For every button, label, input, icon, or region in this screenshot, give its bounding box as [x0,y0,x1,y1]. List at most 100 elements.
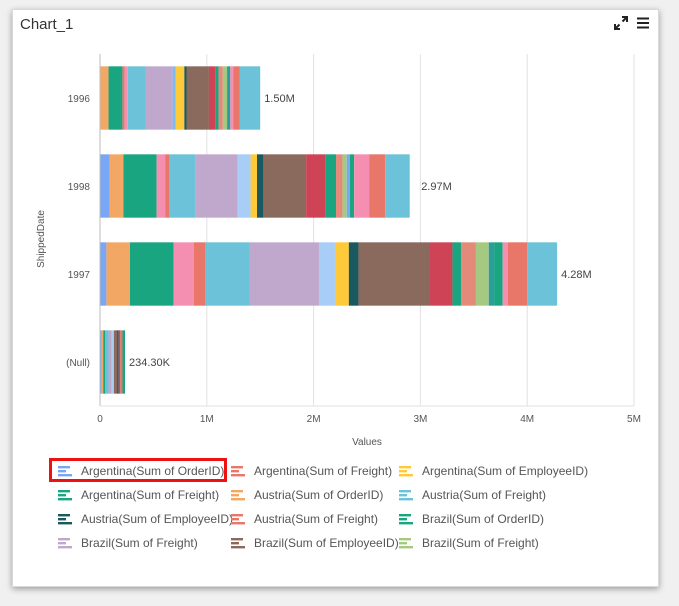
legend-item[interactable]: Argentina(Sum of Freight) [58,485,219,505]
bar-segment[interactable] [145,66,173,130]
legend-item[interactable] [399,557,422,562]
bar-segment[interactable] [369,154,386,218]
axes: 0 1M 2M 3M 4M 5M 1996 1998 1997 (Null) [66,54,641,425]
bar-segment[interactable] [215,66,219,130]
bar-segment[interactable] [108,66,123,130]
bar-segment[interactable] [122,66,125,130]
bar-segment[interactable] [100,330,102,394]
bar-segment[interactable] [123,154,157,218]
legend-item[interactable]: Argentina(Sum of OrderID) [58,461,224,481]
legend-label: Brazil(Sum of Freight) [422,536,539,550]
bar-segment[interactable] [527,242,558,306]
legend-item[interactable]: Austria(Sum of Freight) [399,485,546,505]
bar-segment[interactable] [105,330,109,394]
bar-segment[interactable] [106,242,130,306]
bar-segment[interactable] [239,66,261,130]
bar-segment[interactable] [354,154,370,218]
bar-segment[interactable] [346,154,350,218]
legend-label: Austria(Sum of OrderID) [254,488,384,502]
bar-segment[interactable] [122,330,126,394]
expand-icon[interactable] [614,16,628,30]
bar-segment[interactable] [249,242,319,306]
bar-segment[interactable] [263,154,307,218]
legend-bar-icon [399,490,413,501]
bar-segment[interactable] [227,66,231,130]
bar-segment[interactable] [230,66,234,130]
bar-segment[interactable] [118,330,121,394]
bar-segment[interactable] [101,330,104,394]
bar-segment[interactable] [193,242,206,306]
bar-segment[interactable] [507,242,528,306]
legend-label: Brazil(Sum of Freight) [81,536,198,550]
bar-segment[interactable] [117,330,119,394]
bar-segment[interactable] [460,242,476,306]
bar-segment[interactable] [195,154,238,218]
legend-bar-icon [231,466,245,477]
legend-item[interactable]: Brazil(Sum of Freight) [399,533,539,553]
bar-segment[interactable] [334,242,349,306]
bar-segment[interactable] [430,242,453,306]
bar-segment[interactable] [127,66,146,130]
bar-segment[interactable] [385,154,410,218]
bar-segment[interactable] [475,242,489,306]
bar-segment[interactable] [342,154,347,218]
bar-segment[interactable] [120,330,123,394]
bar-segment[interactable] [488,242,495,306]
widget-title: Chart_1 [20,16,74,33]
bar-segment[interactable] [237,154,251,218]
bar-segment[interactable] [452,242,461,306]
bar-segment[interactable] [306,154,326,218]
bar-segment[interactable] [165,154,170,218]
bar-segment[interactable] [222,66,228,130]
bar-segment[interactable] [186,66,209,130]
bar-segment[interactable] [349,154,355,218]
bar-segment[interactable] [233,66,240,130]
bar-segment[interactable] [124,66,128,130]
legend-item[interactable]: Austria(Sum of OrderID) [231,485,383,505]
bar-segment[interactable] [108,330,112,394]
bar-segment[interactable] [100,242,107,306]
bar-segment[interactable] [156,154,166,218]
bar-segment[interactable] [173,242,194,306]
bar-segment[interactable] [336,154,343,218]
bar-segment[interactable] [100,66,109,130]
legend-item[interactable]: Brazil(Sum of EmployeeID) [231,533,399,553]
legend-item[interactable] [231,557,254,562]
bar-segment[interactable] [205,242,250,306]
bar-segment[interactable] [256,154,264,218]
data-labels: 1.50M 2.97M 4.28M 234.30K [129,93,592,369]
legend-label: Argentina(Sum of Freight) [254,464,393,478]
bar-segment[interactable] [218,66,223,130]
legend-item[interactable]: Argentina(Sum of EmployeeID) [399,461,588,481]
hamburger-menu-icon[interactable] [636,16,650,30]
bar-segment[interactable] [502,242,508,306]
bar-segment[interactable] [109,154,124,218]
legend-item[interactable]: Austria(Sum of Freight) [231,509,378,529]
legend-item[interactable]: Austria(Sum of EmployeeID) [58,509,233,529]
bar-segment[interactable] [348,242,359,306]
bar-segment[interactable] [358,242,431,306]
bar-segment[interactable] [113,330,118,394]
bar-segment[interactable] [111,330,114,394]
bar-segment[interactable] [184,66,187,130]
bar-segment[interactable] [175,66,185,130]
legend-bar-icon [58,490,72,501]
legend-label: Argentina(Sum of EmployeeID) [422,464,589,478]
legend-item[interactable] [58,557,81,562]
bar-segment[interactable] [103,330,106,394]
bar-segment[interactable] [250,154,257,218]
bar-segment[interactable] [169,154,196,218]
legend-item[interactable]: Brazil(Sum of Freight) [58,533,198,553]
bar-segment[interactable] [172,66,176,130]
bar-segment[interactable] [494,242,503,306]
legend-bar-icon [399,514,413,525]
bar-segment[interactable] [129,242,174,306]
legend-label: Austria(Sum of Freight) [254,512,379,526]
bar-segment[interactable] [325,154,337,218]
bar-total-label: 1.50M [264,93,295,105]
bar-segment[interactable] [208,66,216,130]
legend-item[interactable]: Argentina(Sum of Freight) [231,461,392,481]
bar-segment[interactable] [100,154,110,218]
bar-segment[interactable] [318,242,335,306]
legend-item[interactable]: Brazil(Sum of OrderID) [399,509,544,529]
